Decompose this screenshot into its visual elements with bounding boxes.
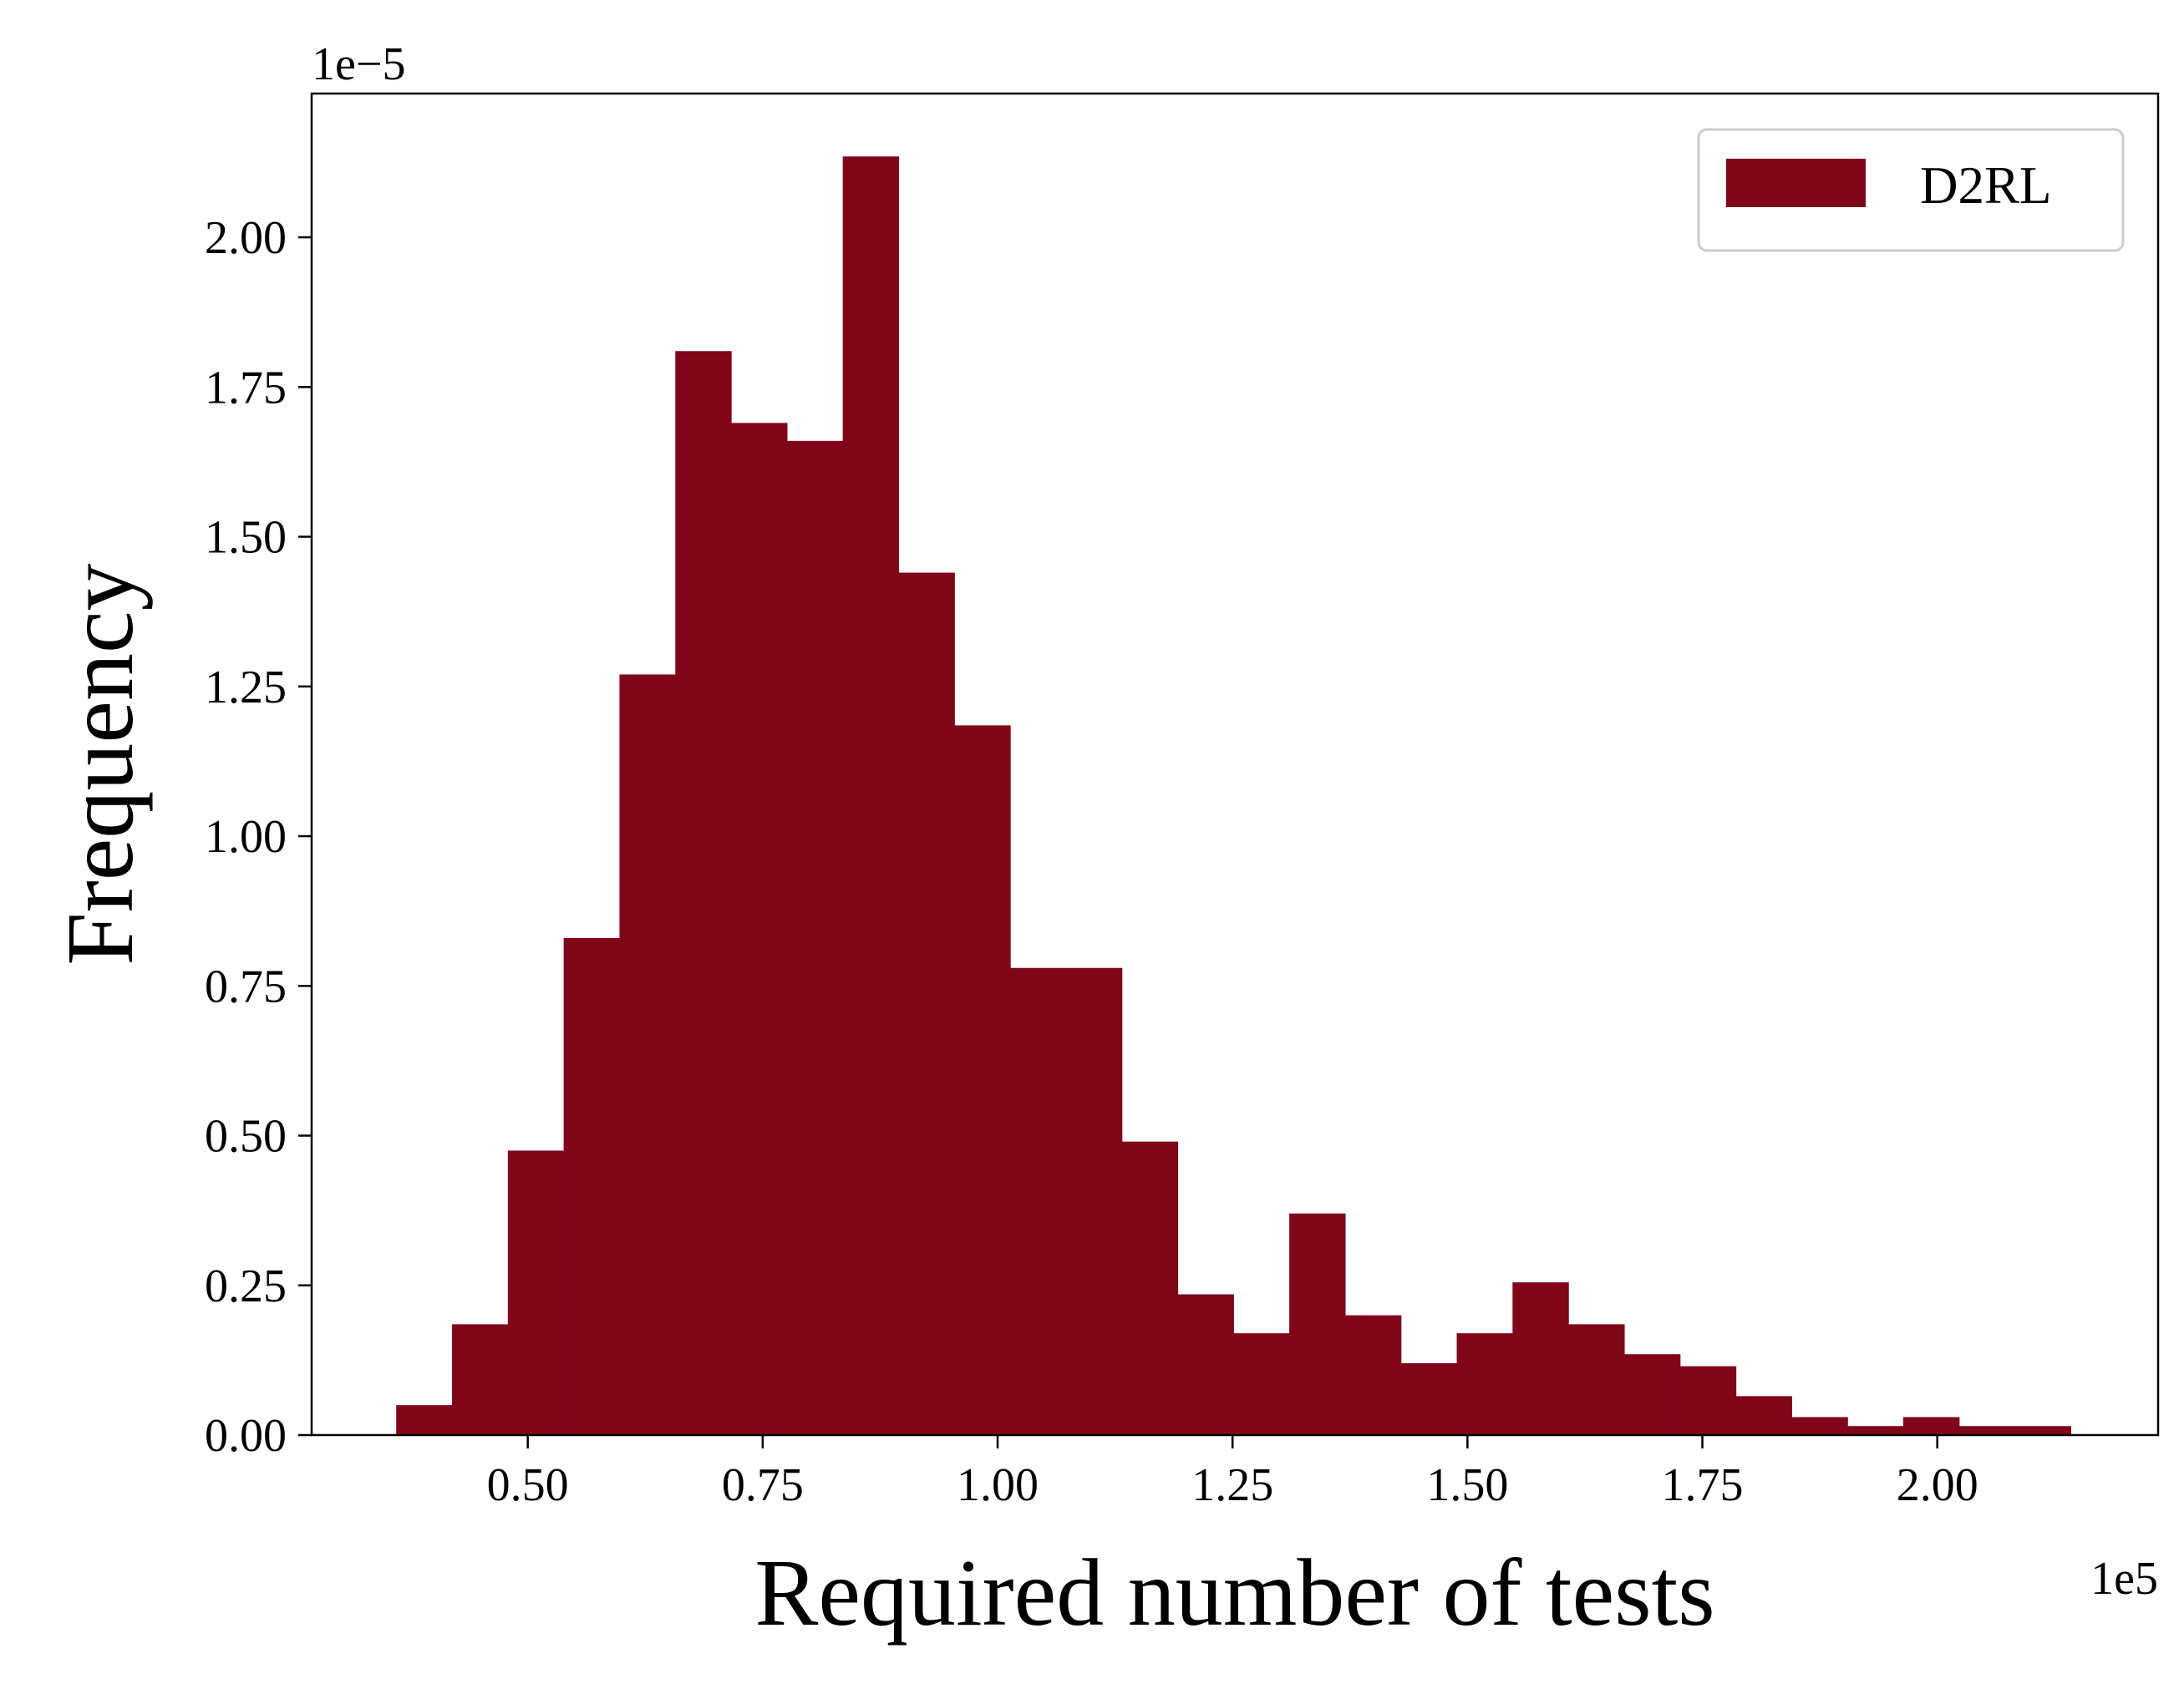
histogram-bar	[1512, 1282, 1569, 1435]
x-axis-title: Required number of tests	[754, 1539, 1714, 1646]
y-offset-label: 1e−5	[312, 38, 405, 90]
histogram-bar	[1010, 967, 1067, 1435]
histogram-bar	[1902, 1417, 1960, 1435]
histogram-bar	[1121, 1141, 1179, 1435]
histogram-bar	[2014, 1426, 2072, 1435]
histogram-bar	[619, 674, 676, 1435]
y-axis-ticks: 0.00 0.25 0.50 0.75 1.00 1.25 1.50 1.75 2.00	[205, 212, 312, 1462]
y-tick-label: 0.50	[205, 1111, 287, 1163]
y-tick-label: 1.00	[205, 811, 287, 863]
x-tick-label: 1.50	[1426, 1459, 1508, 1511]
histogram-bar	[452, 1324, 509, 1435]
x-axis-ticks: 0.50 0.75 1.00 1.25 1.50 1.75 2.00	[487, 1435, 1978, 1511]
histogram-bars	[396, 156, 2072, 1436]
histogram-bar	[1233, 1333, 1290, 1435]
x-tick-label: 0.75	[722, 1459, 804, 1511]
histogram-bar	[898, 572, 955, 1435]
y-tick-label: 1.75	[205, 362, 287, 413]
x-offset-label: 1e5	[2090, 1553, 2158, 1605]
histogram-bar	[675, 351, 732, 1435]
histogram-bar	[1679, 1366, 1737, 1435]
histogram-bar	[1568, 1324, 1625, 1435]
histogram-bar	[1847, 1426, 1904, 1435]
histogram-bar	[1456, 1333, 1513, 1435]
y-tick-label: 1.25	[205, 662, 287, 713]
x-tick-label: 2.00	[1897, 1459, 1978, 1511]
y-tick-label: 2.00	[205, 212, 287, 264]
histogram-bar	[1065, 967, 1123, 1435]
histogram-bar	[1735, 1396, 1792, 1435]
histogram-bar	[563, 937, 621, 1435]
histogram-bar	[1177, 1294, 1234, 1435]
x-tick-label: 1.00	[957, 1459, 1039, 1511]
legend: D2RL	[1697, 128, 2125, 252]
y-tick-label: 1.50	[205, 512, 287, 564]
y-axis-title: Frequency	[47, 563, 153, 965]
histogram-bar	[1289, 1213, 1346, 1435]
histogram-bar	[1623, 1354, 1681, 1435]
histogram-bar	[396, 1405, 453, 1435]
legend-label: D2RL	[1920, 156, 2052, 215]
histogram-bar	[1344, 1315, 1402, 1435]
histogram-bar	[507, 1150, 565, 1435]
histogram-bar	[786, 440, 844, 1435]
x-tick-label: 1.25	[1191, 1459, 1273, 1511]
y-tick-label: 0.25	[205, 1260, 287, 1312]
histogram-bar	[1400, 1362, 1458, 1435]
histogram-bar	[1791, 1417, 1848, 1435]
legend-swatch	[1726, 159, 1866, 207]
histogram-bar	[731, 423, 788, 1436]
histogram-bar	[1958, 1426, 2016, 1435]
x-tick-label: 1.75	[1662, 1459, 1744, 1511]
y-tick-label: 0.75	[205, 961, 287, 1012]
y-tick-label: 0.00	[205, 1410, 287, 1462]
histogram-bar	[842, 156, 900, 1435]
plot-frame	[310, 92, 2160, 1437]
histogram-bar	[954, 725, 1011, 1435]
x-tick-label: 0.50	[487, 1459, 569, 1511]
